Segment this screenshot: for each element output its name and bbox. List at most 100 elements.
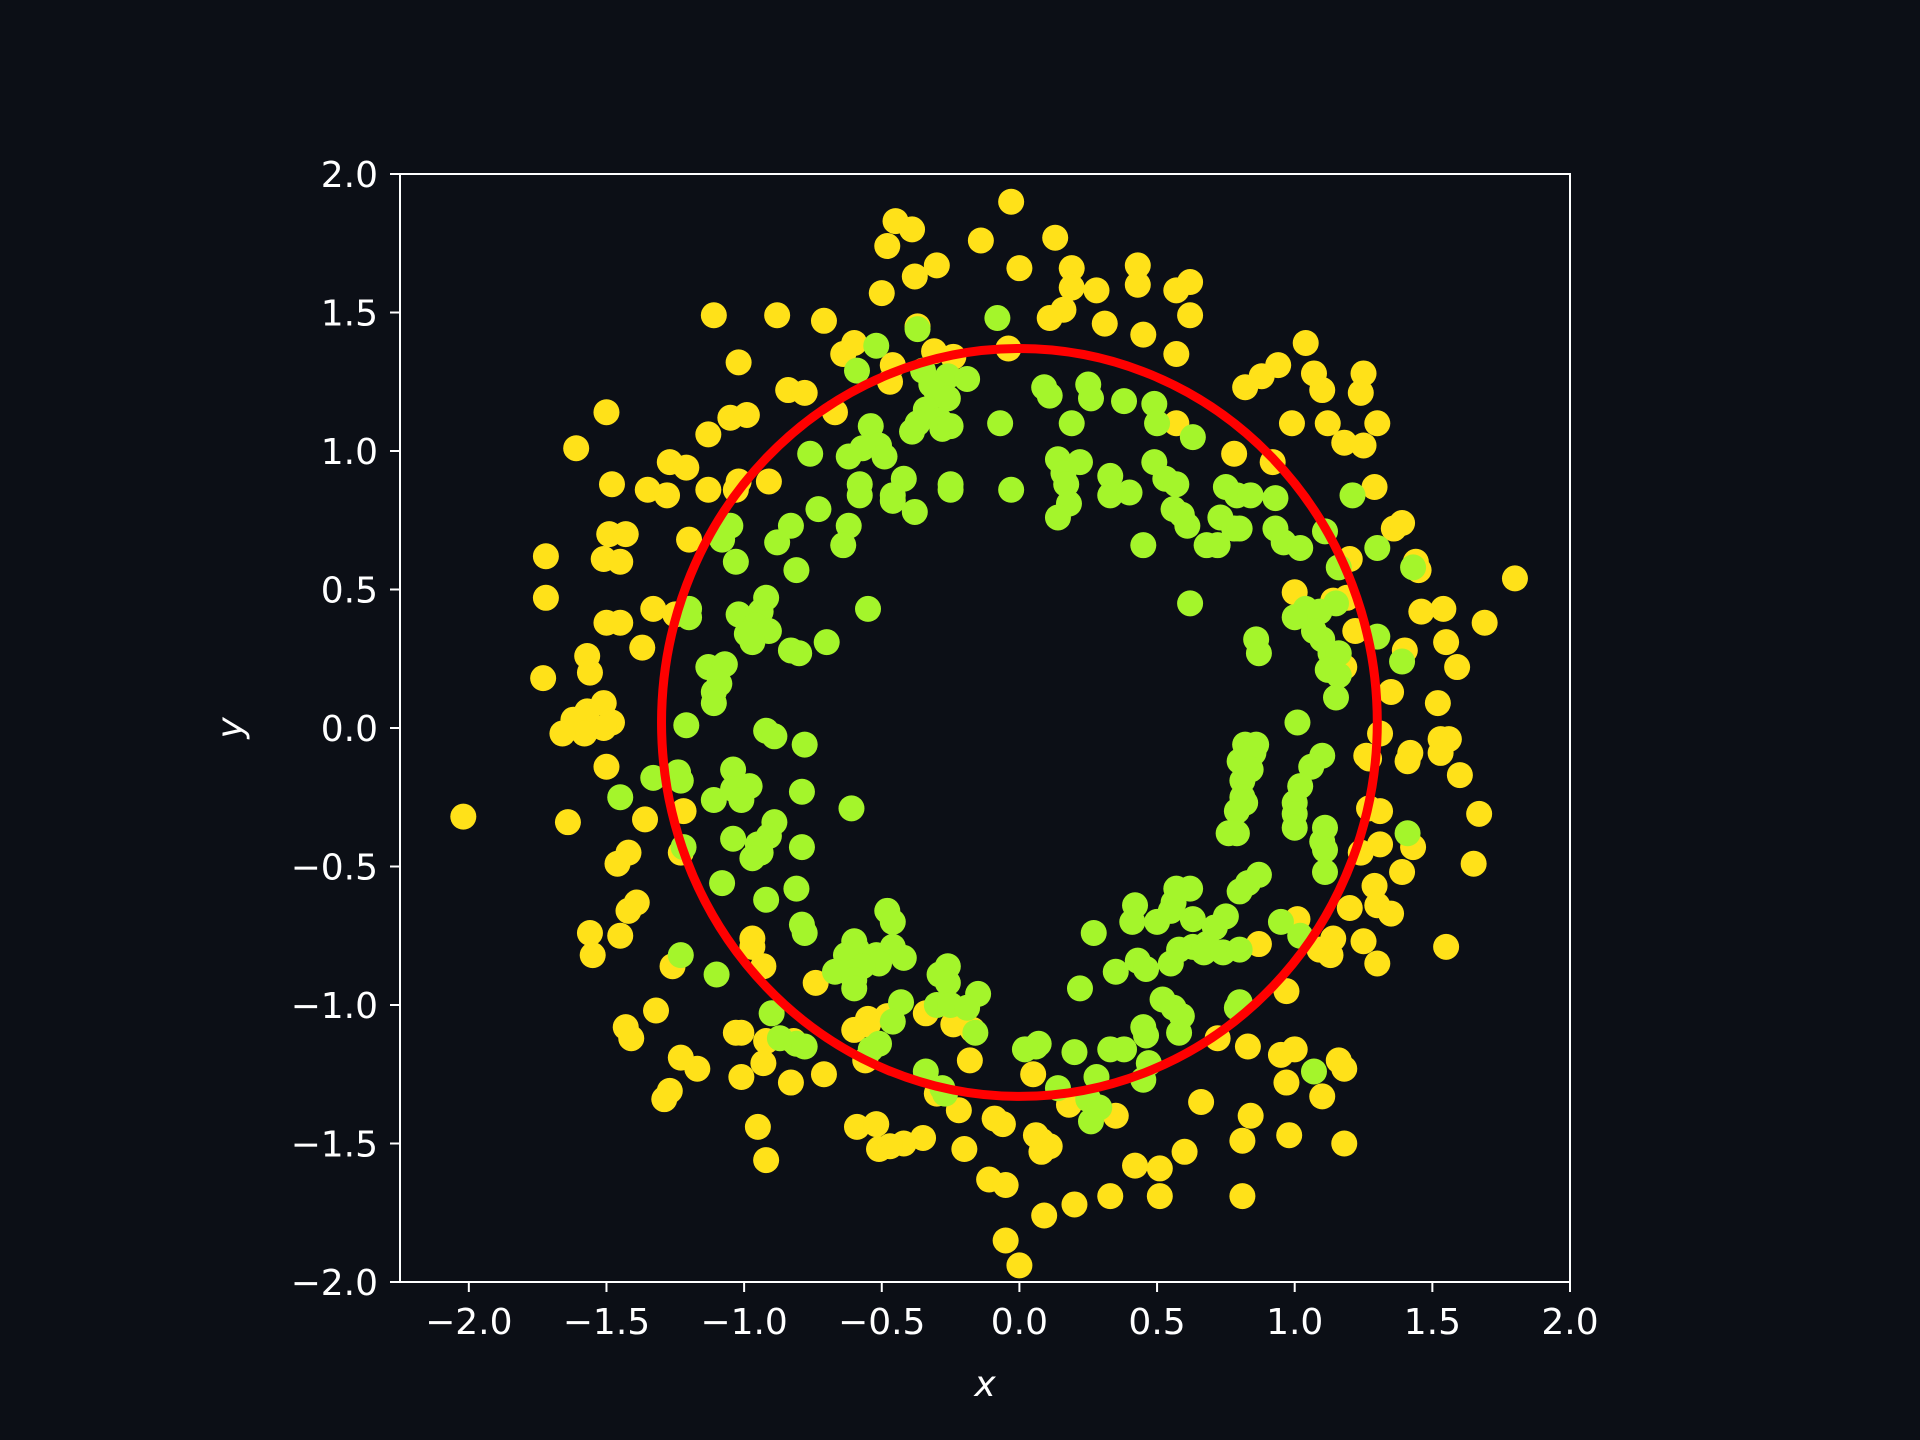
outer-data-point bbox=[1471, 609, 1498, 636]
inner-data-point bbox=[1179, 424, 1206, 451]
inner-data-point bbox=[1300, 1058, 1327, 1085]
inner-data-point bbox=[1400, 554, 1427, 581]
outer-data-point bbox=[1361, 474, 1388, 501]
outer-data-point bbox=[901, 263, 928, 290]
outer-data-point bbox=[1006, 1252, 1033, 1279]
outer-data-point bbox=[615, 897, 642, 924]
inner-data-point bbox=[1245, 640, 1272, 667]
inner-data-point bbox=[888, 989, 915, 1016]
x-tick-label: 0.0 bbox=[991, 1302, 1048, 1343]
y-tick-label: 1.5 bbox=[321, 294, 378, 335]
inner-data-point bbox=[1223, 798, 1250, 825]
outer-data-point bbox=[1466, 800, 1493, 827]
outer-data-point bbox=[1309, 377, 1336, 404]
outer-data-point bbox=[1433, 629, 1460, 656]
inner-data-point bbox=[791, 1033, 818, 1060]
outer-data-point bbox=[1427, 739, 1454, 766]
outer-data-point bbox=[1350, 432, 1377, 459]
outer-data-point bbox=[549, 720, 576, 747]
outer-data-point bbox=[607, 609, 634, 636]
outer-data-point bbox=[725, 349, 752, 376]
inner-data-point bbox=[1080, 919, 1107, 946]
outer-data-point bbox=[593, 399, 620, 426]
outer-data-point bbox=[1350, 928, 1377, 955]
outer-data-point bbox=[791, 379, 818, 406]
inner-data-point bbox=[700, 787, 727, 814]
inner-data-point bbox=[1111, 388, 1138, 415]
inner-data-point bbox=[1133, 955, 1160, 982]
outer-data-point bbox=[841, 1016, 868, 1043]
inner-data-point bbox=[1036, 382, 1063, 409]
inner-data-point bbox=[841, 975, 868, 1002]
outer-data-point bbox=[673, 454, 700, 481]
outer-data-point bbox=[1278, 410, 1305, 437]
inner-data-point bbox=[722, 548, 749, 575]
inner-data-point bbox=[937, 413, 964, 440]
outer-data-point bbox=[607, 922, 634, 949]
outer-data-point bbox=[1424, 690, 1451, 717]
outer-data-point bbox=[744, 1113, 771, 1140]
inner-data-point bbox=[1141, 390, 1168, 417]
inner-data-point bbox=[1177, 590, 1204, 617]
outer-data-point bbox=[1177, 302, 1204, 329]
decision-boundary-circle bbox=[657, 344, 1382, 1101]
inner-data-point bbox=[1281, 814, 1308, 841]
outer-data-point bbox=[1394, 748, 1421, 775]
inner-data-point bbox=[739, 845, 766, 872]
outer-data-point bbox=[728, 1064, 755, 1091]
inner-data-point bbox=[1287, 534, 1314, 561]
inner-data-point bbox=[871, 443, 898, 470]
outer-data-point bbox=[1433, 933, 1460, 960]
inner-data-point bbox=[879, 487, 906, 514]
inner-data-point bbox=[830, 532, 857, 559]
outer-data-point bbox=[753, 1147, 780, 1174]
inner-data-point bbox=[703, 961, 730, 988]
outer-data-point bbox=[1146, 1183, 1173, 1210]
y-tick-label: 0.5 bbox=[321, 571, 378, 612]
inner-data-point bbox=[1097, 462, 1124, 489]
outer-data-point bbox=[1042, 224, 1069, 251]
outer-data-point bbox=[1028, 1138, 1055, 1165]
inner-data-point bbox=[1144, 410, 1171, 437]
outer-data-point bbox=[1389, 510, 1416, 537]
outer-data-point bbox=[899, 216, 926, 243]
inner-data-point bbox=[791, 919, 818, 946]
outer-data-point bbox=[764, 302, 791, 329]
outer-data-point bbox=[607, 548, 634, 575]
outer-data-point bbox=[810, 307, 837, 334]
inner-data-point bbox=[753, 584, 780, 611]
outer-data-point bbox=[1229, 1127, 1256, 1154]
inner-data-point bbox=[1133, 1022, 1160, 1049]
inner-data-point bbox=[1364, 534, 1391, 561]
outer-data-point bbox=[579, 942, 606, 969]
inner-data-point bbox=[954, 365, 981, 392]
outer-data-point bbox=[1361, 872, 1388, 899]
inner-data-point bbox=[720, 756, 747, 783]
outer-data-point bbox=[843, 1113, 870, 1140]
inner-data-point bbox=[667, 767, 694, 794]
inner-data-point bbox=[709, 870, 736, 897]
outer-data-point bbox=[956, 1047, 983, 1074]
y-tick-label: −2.0 bbox=[291, 1263, 378, 1304]
inner-data-point bbox=[783, 875, 810, 902]
outer-data-point bbox=[1122, 1152, 1149, 1179]
inner-data-point bbox=[843, 357, 870, 384]
x-tick-label: −2.0 bbox=[425, 1302, 512, 1343]
inner-data-point bbox=[879, 908, 906, 935]
outer-data-point bbox=[1281, 1036, 1308, 1063]
outer-data-point bbox=[810, 1061, 837, 1088]
outer-data-point bbox=[1460, 850, 1487, 877]
outer-data-point bbox=[755, 468, 782, 495]
inner-data-point bbox=[673, 712, 700, 739]
x-tick-label: −1.0 bbox=[700, 1302, 787, 1343]
outer-data-point bbox=[700, 302, 727, 329]
inner-data-point bbox=[1061, 1039, 1088, 1066]
outer-data-point bbox=[1229, 1183, 1256, 1210]
inner-data-point bbox=[1111, 1036, 1138, 1063]
inner-data-point bbox=[1389, 648, 1416, 675]
inner-data-point bbox=[1190, 939, 1217, 966]
y-axis-title: y bbox=[210, 717, 251, 740]
inner-data-point bbox=[1077, 1108, 1104, 1135]
inner-data-point bbox=[899, 418, 926, 445]
